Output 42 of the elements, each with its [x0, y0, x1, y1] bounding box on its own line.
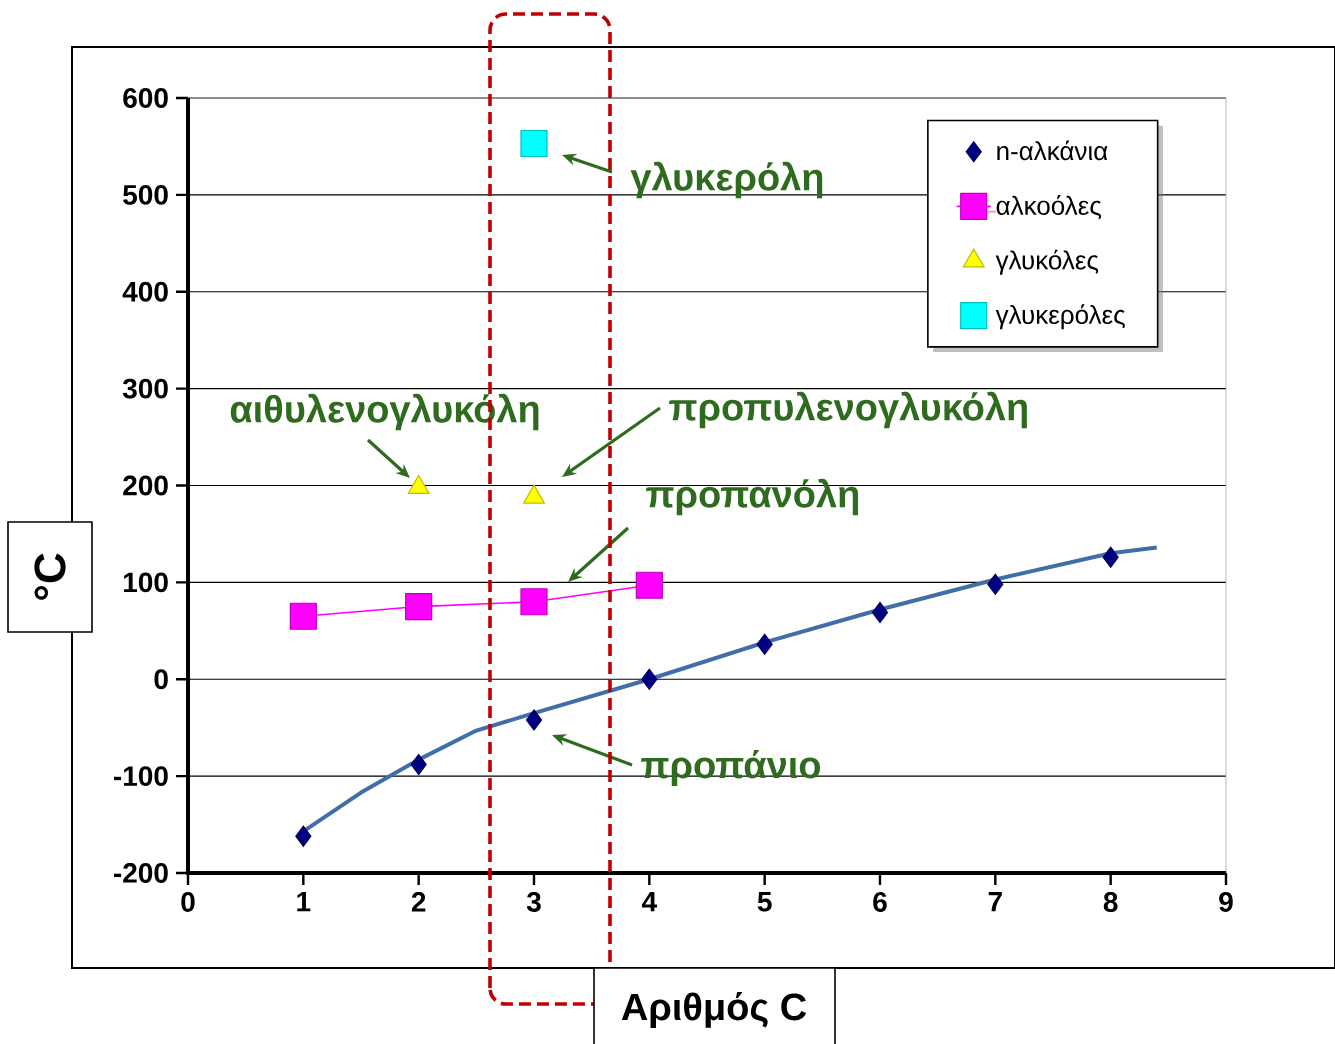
x-tick-label: 9 [1219, 892, 1233, 912]
y-tick-label: 100 [123, 572, 168, 593]
point [520, 588, 548, 616]
y-axis-title: °C [34, 553, 66, 600]
legend-label: γλυκερόλες [995, 304, 1125, 330]
x-tick-label: 8 [1103, 892, 1118, 912]
legend-label: αλκοόλες [996, 195, 1102, 220]
point [1102, 546, 1119, 568]
legend-label: n-αλκάνια [997, 140, 1108, 161]
x-axis-title: Αριθμός C [621, 992, 807, 1028]
x-tick-label: 6 [873, 892, 887, 912]
point [987, 573, 1004, 595]
x-tick-label: 5 [757, 892, 772, 912]
annotation: προπυλενογλυκόλη [669, 391, 1027, 429]
point [641, 668, 658, 690]
x-tick-label: 4 [641, 892, 657, 912]
x-tick-label: 1 [297, 892, 311, 912]
x-tick-label: 3 [526, 892, 541, 912]
point [520, 129, 548, 158]
y-tick-label: -100 [113, 766, 168, 787]
annotation: γλυκερόλη [630, 161, 823, 199]
point [525, 709, 543, 731]
point [295, 825, 312, 847]
point [756, 633, 773, 655]
y-tick-label: 600 [123, 88, 168, 108]
point [410, 753, 427, 776]
point [289, 602, 317, 630]
point [871, 601, 889, 623]
x-tick-label: 0 [181, 892, 195, 912]
y-tick-label: 0 [154, 669, 168, 690]
y-tick-label: 300 [122, 378, 168, 399]
annotation: αιθυλενογλυκόλη [230, 393, 539, 431]
x-tick-label: 7 [988, 892, 1002, 912]
point [635, 571, 663, 599]
y-tick-label: 400 [122, 281, 168, 302]
y-tick-label: 500 [123, 184, 168, 205]
y-tick-label: -200 [113, 863, 168, 883]
point [405, 592, 433, 621]
legend-label: γλυκόλες [995, 249, 1099, 275]
x-tick-label: 2 [411, 892, 426, 912]
y-tick-label: 200 [123, 475, 168, 496]
annotation: προπανόλη [646, 478, 858, 516]
